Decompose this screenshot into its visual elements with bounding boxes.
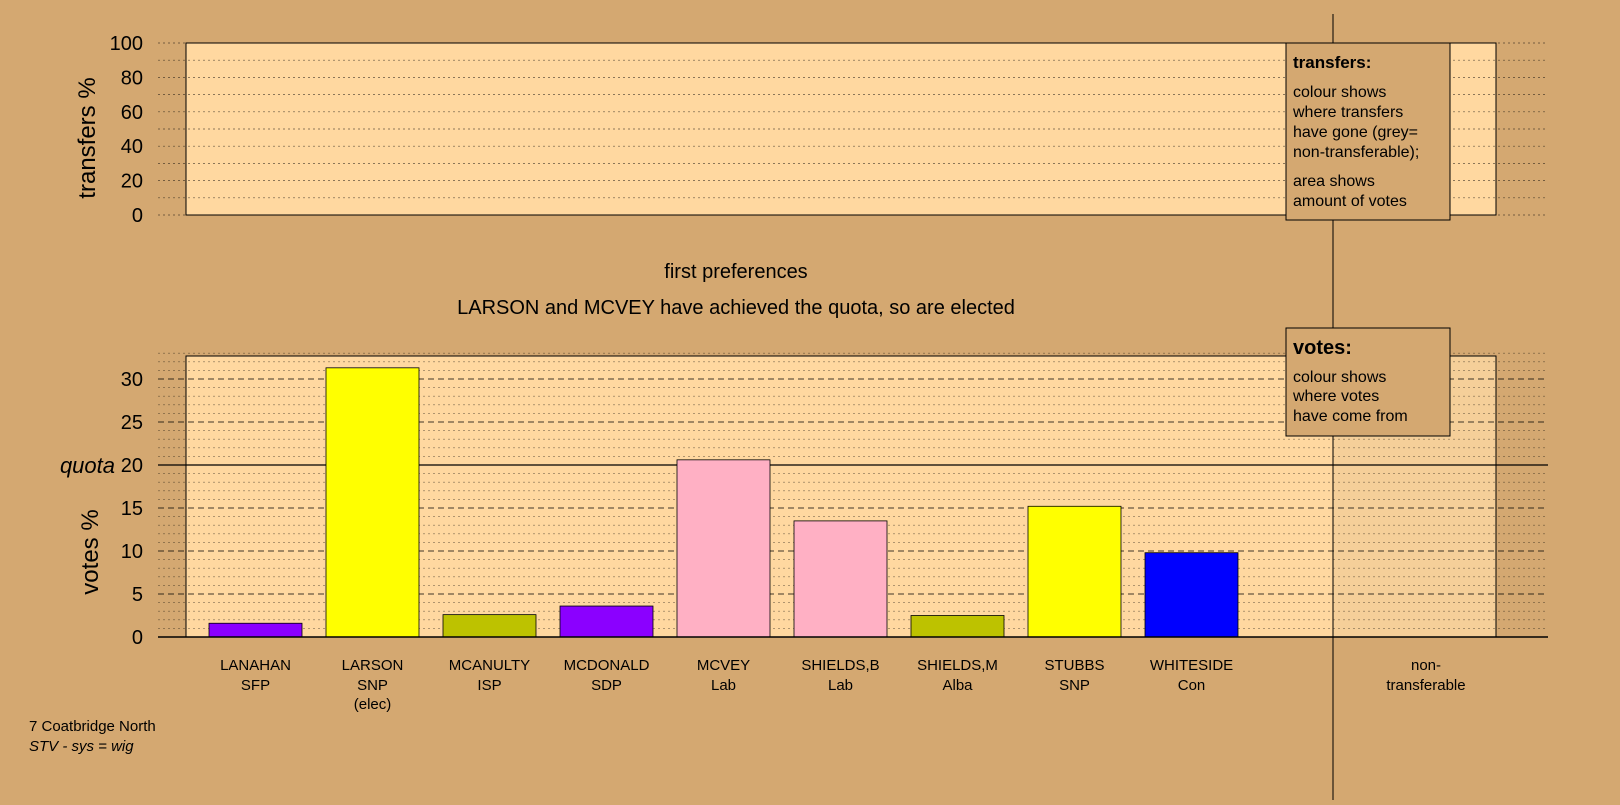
votes-tick-labels: 0 5 10 15 20 25 30 <box>121 369 143 649</box>
votes-tick-label: 5 <box>132 584 143 606</box>
candidate-name-label: LARSON <box>342 657 404 674</box>
transfers-tick-label: 20 <box>121 171 143 193</box>
transfers-legend-title: transfers: <box>1293 53 1371 72</box>
bar-whiteside <box>1144 552 1239 638</box>
candidate-party-label: SDP <box>591 677 622 694</box>
votes-legend-line: have come from <box>1293 408 1408 425</box>
candidate-labels: LANAHAN SFP LARSON SNP (elec) MCANULTY ISP MCDO… <box>220 657 1233 713</box>
transfers-tick-label: 60 <box>121 102 143 124</box>
candidate-name-label: SHIELDS,B <box>801 657 879 674</box>
votes-legend-line: colour shows <box>1293 369 1386 386</box>
transfers-axis-label: transfers % <box>74 77 101 198</box>
candidate-name-label: MCVEY <box>697 657 750 674</box>
bar-mcanulty <box>442 614 537 638</box>
transfers-tick-label: 0 <box>132 205 143 227</box>
transfers-tick-labels: 0 20 40 60 80 100 <box>110 33 143 227</box>
transfers-tick-label: 80 <box>121 67 143 89</box>
nontransferable-label-line2: transferable <box>1386 677 1465 694</box>
transfers-gridlines <box>158 42 1548 216</box>
candidate-party-label: SNP <box>1059 677 1090 694</box>
votes-tick-label: 15 <box>121 498 143 520</box>
candidate-party-label: SFP <box>241 677 270 694</box>
votes-tick-label: 10 <box>121 541 143 563</box>
transfers-legend-line: area shows <box>1293 173 1375 190</box>
quota-label: quota <box>60 453 115 478</box>
transfers-legend-line: where transfers <box>1292 104 1403 121</box>
ward-label: 7 Coatbridge North <box>29 718 156 735</box>
votes-tick-label: 0 <box>132 627 143 649</box>
bar-shields-m <box>910 615 1005 638</box>
candidate-party-label: SNP <box>357 677 388 694</box>
votes-legend-title: votes: <box>1293 337 1352 359</box>
votes-tick-label: 20 <box>121 455 143 477</box>
candidate-name-label: STUBBS <box>1044 657 1104 674</box>
transfers-legend-line: non-transferable); <box>1293 144 1419 161</box>
transfers-legend-line: colour shows <box>1293 84 1386 101</box>
votes-panel: 0 5 10 15 20 25 30 quota LANAHAN SFP LARSON SNP (e… <box>60 352 1548 713</box>
transfers-legend-line: have gone (grey= <box>1293 124 1418 141</box>
transfers-tick-label: 40 <box>121 136 143 158</box>
bar-lanahan <box>208 622 303 638</box>
votes-axis-label: votes % <box>77 509 104 594</box>
candidate-name-label: MCANULTY <box>449 657 530 674</box>
candidate-party-label: Alba <box>942 677 973 694</box>
bar-shields-b <box>793 520 888 638</box>
votes-tick-label: 30 <box>121 369 143 391</box>
candidate-name-label: LANAHAN <box>220 657 291 674</box>
candidate-party-label: Con <box>1178 677 1206 694</box>
votes-tick-label: 25 <box>121 412 143 434</box>
bar-larson <box>325 367 420 638</box>
bar-mcvey <box>676 459 771 638</box>
system-label: STV - sys = wig <box>29 738 134 755</box>
votes-bars <box>208 367 1239 638</box>
candidate-party-label: ISP <box>477 677 501 694</box>
candidate-name-label: WHITESIDE <box>1150 657 1233 674</box>
transfers-panel: 0 20 40 60 80 100 transfers % <box>74 33 1548 227</box>
bar-mcdonald <box>559 605 654 638</box>
bar-stubbs <box>1027 505 1122 638</box>
votes-legend-line: where votes <box>1292 388 1379 405</box>
candidate-party-label: Lab <box>711 677 736 694</box>
transfers-tick-label: 100 <box>110 33 143 55</box>
nontransferable-label-line1: non- <box>1411 657 1441 674</box>
votes-legend-box <box>1285 327 1451 437</box>
chart-title: first preferences <box>664 261 807 283</box>
candidate-elected-label: (elec) <box>354 696 392 713</box>
transfers-legend-box <box>1285 42 1451 221</box>
chart-subtitle: LARSON and MCVEY have achieved the quota… <box>457 297 1015 319</box>
candidate-name-label: MCDONALD <box>564 657 650 674</box>
transfers-legend: transfers: colour shows where transfers … <box>1285 42 1451 221</box>
transfers-legend-line: amount of votes <box>1293 193 1407 210</box>
candidate-name-label: SHIELDS,M <box>917 657 998 674</box>
candidate-party-label: Lab <box>828 677 853 694</box>
votes-legend: votes: colour shows where votes have com… <box>1285 327 1451 437</box>
